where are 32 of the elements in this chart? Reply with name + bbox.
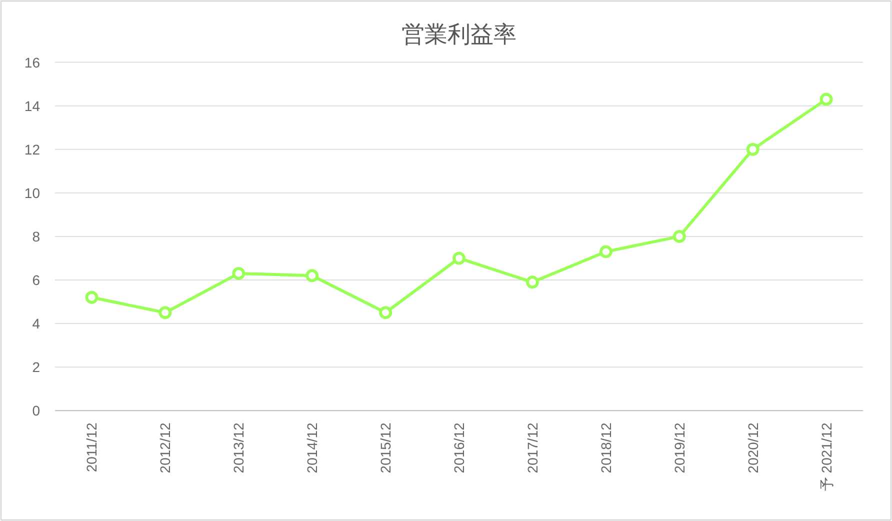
x-tick-label: 2016/12 bbox=[451, 422, 467, 474]
x-tick-label: 2020/12 bbox=[744, 422, 761, 474]
x-tick-label: 2018/12 bbox=[598, 422, 614, 474]
point bbox=[85, 290, 98, 304]
x-tick-label: 2013/12 bbox=[230, 422, 247, 474]
x-tick-label: 予 2021/12 bbox=[818, 422, 834, 492]
x-tick-label: 2019/12 bbox=[671, 422, 688, 474]
point bbox=[452, 252, 466, 265]
point bbox=[526, 276, 539, 289]
point bbox=[379, 306, 392, 320]
point bbox=[746, 142, 760, 156]
point bbox=[599, 245, 612, 258]
y-tick-label: 8 bbox=[32, 228, 40, 244]
point bbox=[306, 269, 319, 282]
x-tick-label: 2014/12 bbox=[304, 422, 320, 474]
y-tick-label: 2 bbox=[32, 359, 40, 376]
y-tick-label: 12 bbox=[24, 141, 40, 158]
x-tick-label: 2015/12 bbox=[378, 422, 394, 474]
point bbox=[820, 92, 833, 106]
x-tick-label: 2017/12 bbox=[524, 422, 540, 474]
y-tick-label: 16 bbox=[24, 54, 40, 70]
x-tick-label: 2011/12 bbox=[84, 422, 100, 472]
y-tick-label: 6 bbox=[32, 272, 40, 288]
point bbox=[672, 230, 686, 243]
point bbox=[158, 306, 172, 320]
y-tick-label: 4 bbox=[32, 316, 40, 332]
y-tick-label: 10 bbox=[24, 184, 40, 201]
x-tick-label: 2012/12 bbox=[157, 422, 174, 474]
chart-title: 営業利益率 bbox=[402, 21, 516, 47]
point bbox=[232, 266, 246, 280]
y-tick-label: 0 bbox=[32, 402, 40, 419]
y-tick-label: 14 bbox=[24, 98, 40, 114]
